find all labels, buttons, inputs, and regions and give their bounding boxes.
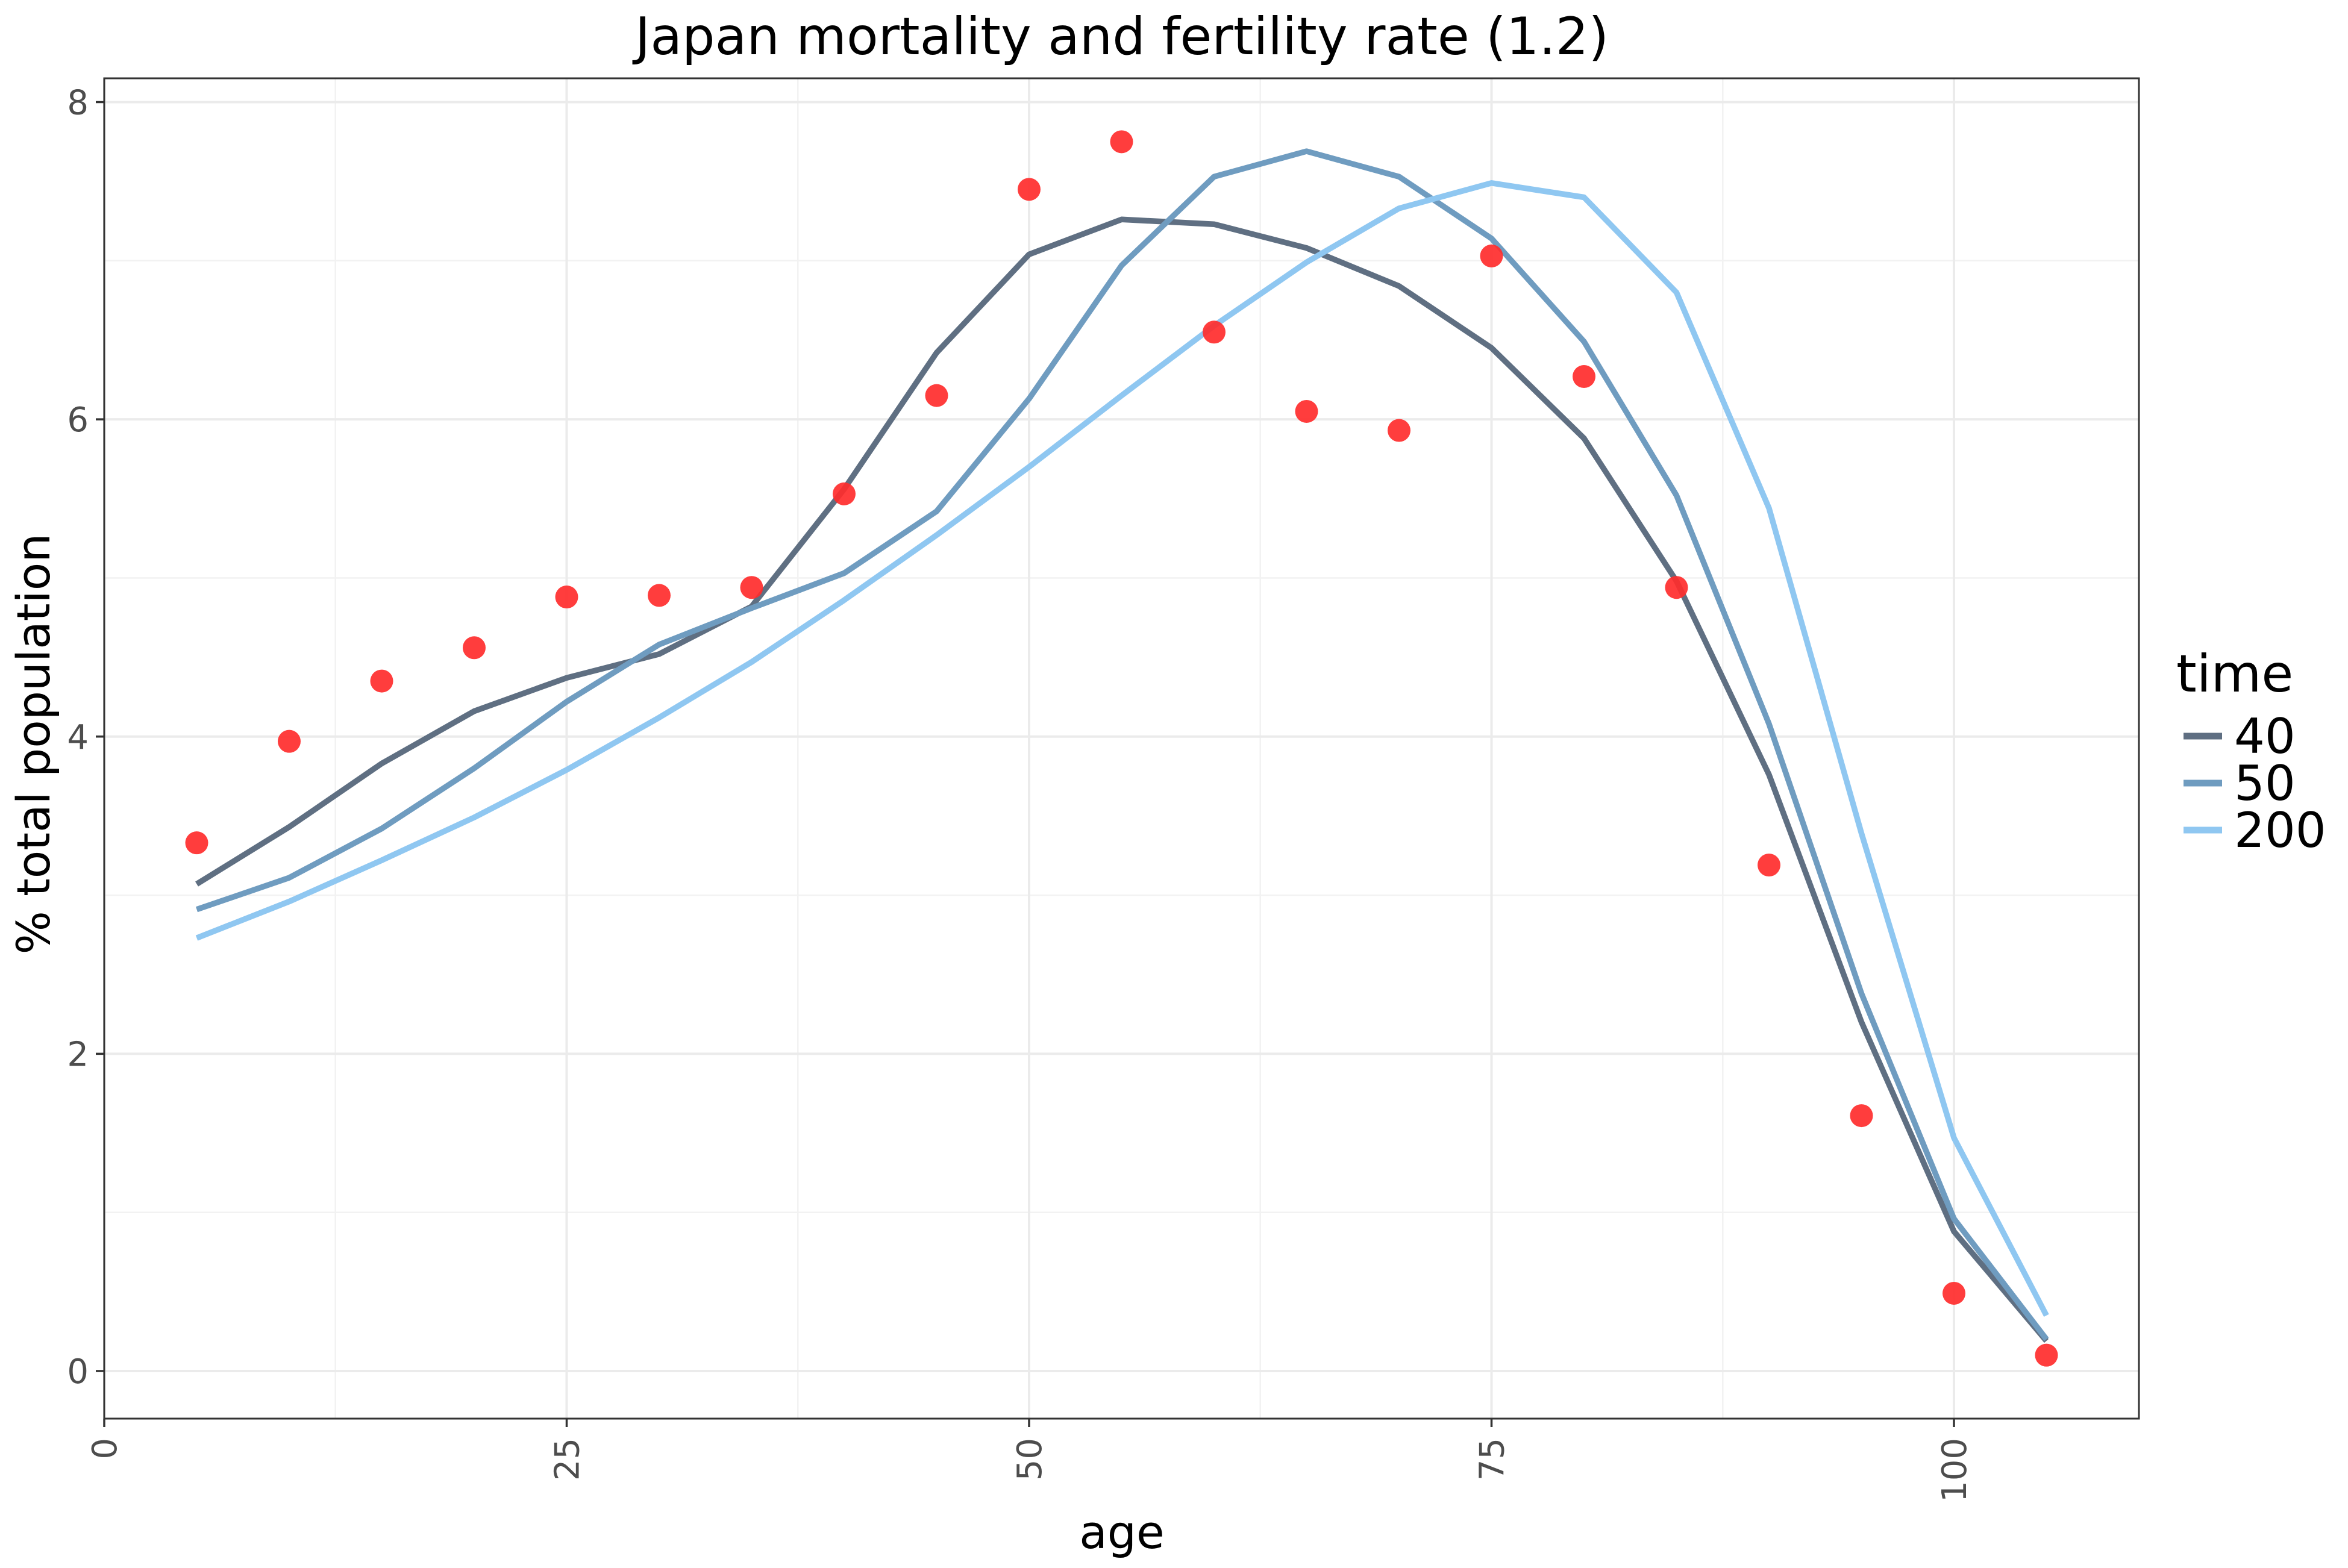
data-point <box>1388 419 1410 442</box>
y-axis-title: % total population <box>7 534 60 955</box>
data-point <box>463 636 486 660</box>
y-tick-label: 6 <box>67 401 89 440</box>
legend-label-50: 50 <box>2234 755 2296 811</box>
data-point <box>1665 576 1688 599</box>
plot-background <box>104 78 2139 1419</box>
data-point <box>833 482 856 505</box>
legend-label-40: 40 <box>2234 708 2296 764</box>
data-point <box>648 584 671 607</box>
data-point <box>278 729 301 753</box>
data-point <box>1943 1281 1965 1305</box>
data-point <box>185 831 208 855</box>
legend-title: time <box>2176 644 2293 704</box>
x-tick-label: 0 <box>86 1438 125 1460</box>
data-point <box>740 576 763 599</box>
legend-label-200: 200 <box>2234 802 2326 858</box>
plot-border <box>103 77 2140 1420</box>
x-tick-label: 25 <box>548 1438 587 1481</box>
data-point <box>370 669 393 693</box>
data-point <box>1573 365 1595 389</box>
y-tick-label: 8 <box>67 83 89 122</box>
x-axis-title: age <box>1079 1505 1165 1559</box>
x-tick-label: 50 <box>1010 1438 1050 1481</box>
data-point <box>555 586 578 609</box>
data-point <box>2035 1343 2058 1367</box>
plot-area: 0 25 50 75 100 0 2 4 6 8 <box>67 77 2140 1502</box>
data-point <box>1295 399 1318 423</box>
data-point <box>1018 178 1041 201</box>
data-point <box>925 384 948 407</box>
data-point <box>1480 244 1503 267</box>
y-tick-label: 2 <box>67 1035 89 1074</box>
y-tick-label: 4 <box>67 718 89 757</box>
x-tick-label: 100 <box>1935 1438 1974 1502</box>
data-point <box>1850 1104 1873 1128</box>
series-line-40 <box>195 216 2049 1343</box>
data-point <box>1110 130 1133 154</box>
series-line-200 <box>195 180 2049 1317</box>
x-tick-label: 75 <box>1473 1438 1512 1481</box>
y-tick-label: 0 <box>67 1352 89 1392</box>
chart-title: Japan mortality and fertility rate (1.2) <box>632 7 1609 67</box>
data-point <box>1758 854 1780 877</box>
data-point <box>1203 320 1226 344</box>
series-line-50 <box>195 148 2049 1342</box>
